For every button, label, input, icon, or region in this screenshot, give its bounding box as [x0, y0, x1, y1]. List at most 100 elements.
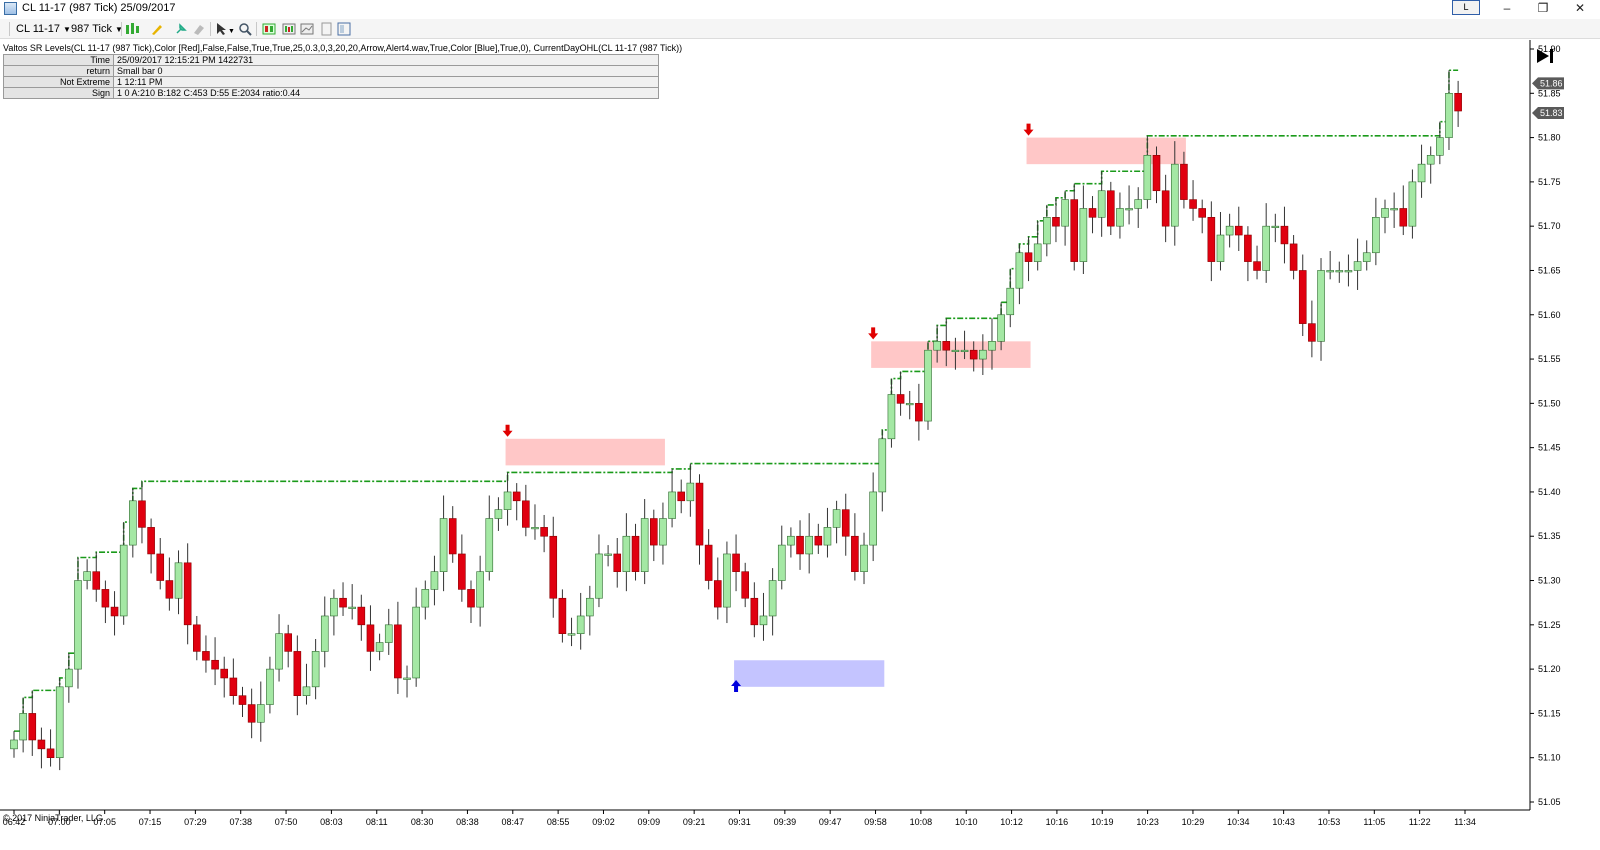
candle	[1399, 208, 1408, 227]
bar-type-icon[interactable]	[125, 22, 143, 36]
properties-icon[interactable]	[319, 22, 333, 36]
candle	[750, 597, 759, 626]
candle	[412, 606, 420, 679]
candle	[174, 562, 183, 599]
candle	[1125, 208, 1133, 211]
candle	[777, 544, 786, 581]
candle	[138, 500, 146, 528]
x-tick-label: 10:16	[1046, 817, 1069, 827]
data-box-key: return	[3, 65, 114, 77]
x-tick-label: 07:15	[139, 817, 162, 827]
candle	[1417, 163, 1426, 183]
candle	[74, 580, 82, 670]
candle	[1170, 163, 1179, 227]
candle	[1271, 225, 1280, 228]
candle	[1116, 208, 1124, 227]
data-box-row: Time 25/09/2017 12:15:21 PM 1422731	[3, 54, 659, 66]
data-box-value: 1 12:11 PM	[113, 76, 659, 88]
x-tick-label: 11:34	[1454, 817, 1476, 827]
y-tick-label: 51.35	[1538, 531, 1561, 541]
app-icon	[4, 2, 17, 15]
candle	[869, 491, 877, 546]
indicators-icon[interactable]	[282, 22, 296, 36]
resistance-zone	[1026, 137, 1186, 165]
data-box-row: return Small bar 0	[3, 65, 659, 77]
candle	[403, 677, 411, 680]
candle	[1216, 234, 1225, 262]
buy-arrow-icon	[731, 679, 742, 692]
y-tick-label: 51.45	[1538, 443, 1561, 453]
candle	[586, 597, 594, 617]
x-tick-label: 08:11	[366, 817, 388, 827]
candle	[1180, 163, 1188, 200]
y-tick-label: 51.25	[1538, 620, 1561, 630]
candle	[266, 668, 274, 705]
x-tick-label: 09:47	[819, 817, 842, 827]
candle	[202, 651, 210, 661]
candle	[1308, 323, 1316, 342]
x-tick-label: 10:43	[1272, 817, 1295, 827]
candle	[494, 509, 503, 519]
strategies-icon[interactable]	[262, 22, 276, 36]
close-button[interactable]: ✕	[1574, 1, 1586, 15]
candle	[915, 403, 923, 422]
candle	[924, 349, 932, 422]
y-tick-label: 51.20	[1538, 664, 1561, 674]
template-icon[interactable]	[337, 22, 351, 36]
eraser-icon[interactable]	[192, 22, 206, 36]
candle	[823, 527, 832, 546]
x-tick-label: 08:55	[547, 817, 570, 827]
link-button[interactable]: L	[1452, 0, 1480, 15]
candle	[357, 606, 366, 626]
drawing-tool-icon[interactable]	[150, 22, 168, 36]
candle	[1097, 190, 1106, 218]
x-tick-label: 08:30	[411, 817, 434, 827]
candle	[1344, 270, 1353, 273]
pin-icon[interactable]	[174, 22, 188, 36]
data-box-icon[interactable]	[300, 22, 314, 36]
candle	[979, 349, 987, 360]
jump-to-end-icon[interactable]	[1535, 48, 1555, 64]
candle	[55, 686, 64, 759]
candle	[896, 394, 905, 404]
candle	[631, 535, 640, 572]
candle	[723, 553, 731, 608]
support-zone	[734, 660, 885, 687]
candle	[878, 438, 887, 493]
cursor-icon[interactable]: ▼	[215, 22, 235, 36]
candle	[1381, 208, 1389, 218]
candle	[339, 597, 347, 608]
x-tick-label: 07:50	[275, 817, 298, 827]
candle	[302, 686, 311, 696]
candle	[1289, 243, 1298, 271]
candle	[476, 571, 484, 608]
interval-selector[interactable]: 987 Tick ▼	[71, 21, 123, 37]
candle	[1207, 217, 1216, 262]
price-chart[interactable]: 51.90 51.85 51.80 51.75 51.70 51.65 51.60 51.55…	[0, 40, 1600, 850]
candle	[485, 518, 494, 572]
candle	[1225, 225, 1234, 236]
maximize-button[interactable]: ❐	[1537, 1, 1549, 15]
candle	[1107, 190, 1115, 227]
y-tick-label: 51.70	[1538, 221, 1561, 231]
candle	[988, 341, 996, 351]
instrument-selector[interactable]: CL 11-17 ▼	[16, 21, 71, 37]
candle	[503, 491, 512, 510]
zoom-icon[interactable]	[238, 22, 252, 36]
candle	[668, 491, 676, 519]
candle	[293, 651, 302, 696]
candle	[595, 553, 603, 599]
minimize-button[interactable]: –	[1503, 1, 1511, 15]
title-bar: CL 11-17 (987 Tick) 25/09/2017 L – ❐ ✕	[0, 0, 1600, 18]
y-tick-label: 51.30	[1538, 576, 1561, 586]
x-tick-label: 06:42	[3, 817, 26, 827]
candle	[1161, 190, 1170, 227]
x-tick-label: 10:53	[1318, 817, 1341, 827]
candle	[147, 527, 155, 555]
candle	[732, 553, 740, 572]
candle	[284, 633, 293, 652]
candle	[622, 535, 631, 572]
candle	[1052, 217, 1060, 227]
data-box-table: Time 25/09/2017 12:15:21 PM 1422731 retu…	[3, 54, 659, 99]
data-box-key: Not Extreme	[3, 76, 114, 88]
